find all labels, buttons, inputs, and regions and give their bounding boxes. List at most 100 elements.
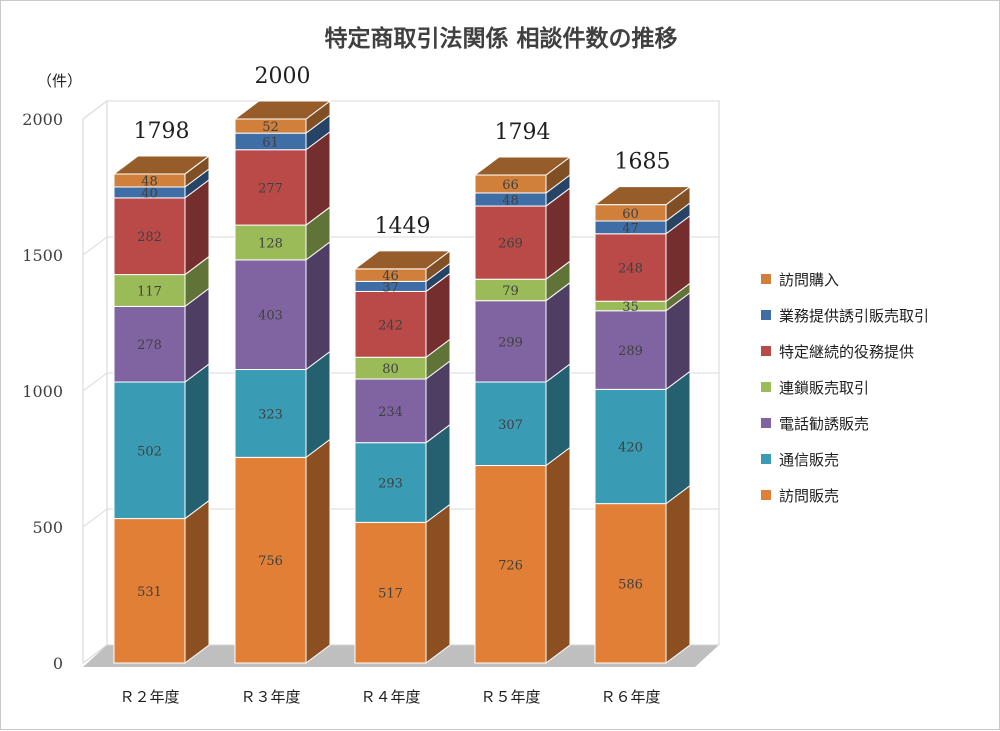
data-label: 80 [382, 362, 399, 377]
legend-swatch [761, 382, 771, 392]
legend-label: 連鎖販売取引 [779, 379, 869, 397]
y-tick-label: 1500 [22, 246, 63, 265]
data-label: 242 [378, 318, 403, 333]
bar-segment [474, 205, 547, 280]
x-tick-label: Ｒ３年度 [240, 688, 300, 706]
total-label: 1449 [375, 214, 431, 239]
legend-item: 連鎖販売取引 [761, 379, 869, 397]
bars [112, 100, 692, 664]
legend-label: 通信販売 [779, 451, 839, 469]
total-label: 1794 [495, 120, 551, 145]
legend-item: 訪問購入 [761, 271, 839, 289]
bar-segment-side [184, 499, 210, 664]
data-label: 48 [141, 174, 158, 189]
bar-top [233, 100, 332, 120]
legend-label: 業務提供誘引販売取引 [779, 307, 929, 325]
bar-segment-side [545, 446, 571, 664]
data-label: 60 [622, 207, 639, 222]
y-tick-label: 0 [53, 654, 63, 673]
legend-label: 特定継続的役務提供 [779, 343, 914, 361]
data-label: 277 [258, 181, 283, 196]
data-label: 586 [618, 577, 643, 592]
bar-segment [234, 224, 307, 261]
legend-swatch [761, 454, 771, 464]
bar-stack [233, 100, 332, 664]
data-label: 307 [498, 418, 523, 433]
bar-segment-side [305, 438, 331, 664]
data-label: 117 [137, 284, 162, 299]
data-label: 40 [141, 186, 158, 201]
bar-stack [593, 185, 692, 664]
bar-segment [113, 381, 186, 520]
chart-title: 特定商取引法関係 相談件数の推移 [324, 25, 677, 52]
data-label: 502 [137, 444, 162, 459]
legend-swatch [761, 418, 771, 428]
bar-segment-side [665, 370, 691, 505]
bar-stack [353, 249, 452, 664]
data-label: 726 [498, 558, 523, 573]
legend: 訪問購入業務提供誘引販売取引特定継続的役務提供連鎖販売取引電話勧誘販売通信販売訪… [761, 271, 929, 505]
data-label: 35 [622, 300, 639, 315]
data-label: 47 [622, 221, 639, 236]
y-axis-unit: （件） [37, 72, 82, 90]
data-label: 278 [137, 338, 162, 353]
legend-label: 電話勧誘販売 [779, 415, 869, 433]
legend-item: 特定継続的役務提供 [761, 343, 914, 361]
data-label: 420 [618, 440, 643, 455]
data-label: 282 [137, 230, 162, 245]
legend-label: 訪問販売 [779, 487, 839, 505]
grid-line [82, 100, 719, 120]
total-label: 2000 [255, 64, 311, 89]
bar-segment [113, 518, 186, 664]
y-axis-ticks: 0 500 1000 1500 2000 [22, 110, 63, 673]
data-label: 52 [262, 120, 279, 135]
bar-top [353, 250, 452, 270]
x-tick-label: Ｒ６年度 [600, 688, 660, 706]
total-label: 1685 [615, 150, 671, 175]
data-label: 234 [378, 405, 403, 420]
data-label: 269 [498, 237, 523, 252]
data-label: 48 [502, 194, 519, 209]
bar-stack [473, 156, 572, 664]
bar-segment [234, 456, 307, 664]
x-axis-ticks: Ｒ２年度 Ｒ３年度 Ｒ４年度 Ｒ５年度 Ｒ６年度 [119, 688, 660, 706]
legend-swatch [761, 346, 771, 356]
data-label: 323 [258, 407, 283, 422]
bar-segment-side [184, 363, 210, 520]
legend-swatch [761, 310, 771, 320]
bar-segment-side [665, 484, 691, 664]
data-label: 37 [382, 280, 399, 295]
bar-segment [113, 274, 186, 307]
x-tick-label: Ｒ４年度 [360, 688, 420, 706]
bar-segment [354, 521, 427, 664]
data-label: 248 [618, 262, 643, 277]
bar-segment [474, 381, 547, 467]
bar-segment [113, 197, 186, 276]
data-label: 403 [258, 309, 283, 324]
data-labels: 5315022781172824048179875632340312827761… [134, 64, 671, 602]
bar-segment [474, 465, 547, 664]
data-label: 531 [137, 585, 162, 600]
legend-swatch [761, 490, 771, 500]
bar-segment [234, 259, 307, 371]
bar-segment [594, 503, 667, 664]
bar-top [593, 186, 692, 206]
legend-item: 業務提供誘引販売取引 [761, 307, 929, 325]
bar-segment [354, 442, 427, 523]
data-label: 61 [262, 135, 279, 150]
bar-segment [234, 369, 307, 458]
data-label: 517 [378, 587, 403, 602]
x-tick-label: Ｒ２年度 [119, 688, 179, 706]
legend-label: 訪問購入 [779, 271, 839, 289]
bar-segment-side [305, 240, 331, 371]
data-label: 289 [618, 344, 643, 359]
x-tick-label: Ｒ５年度 [480, 688, 540, 706]
data-label: 293 [378, 477, 403, 492]
y-tick-label: 1000 [22, 382, 63, 401]
total-label: 1798 [134, 119, 190, 144]
data-label: 299 [498, 335, 523, 350]
y-tick-label: 2000 [22, 110, 63, 129]
bar-top [473, 156, 572, 176]
data-label: 66 [502, 178, 519, 193]
